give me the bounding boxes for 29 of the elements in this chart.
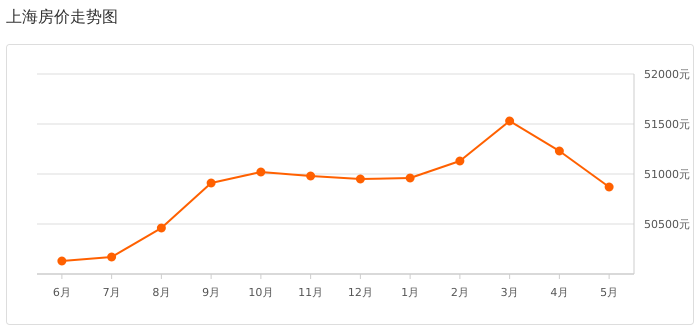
point bbox=[455, 156, 464, 166]
x-tick-label: 10月 bbox=[248, 286, 274, 299]
y-tick-label: 51000元 bbox=[644, 168, 690, 181]
x-tick-label: 7月 bbox=[102, 286, 121, 299]
x-tick-label: 9月 bbox=[202, 286, 220, 299]
point bbox=[356, 174, 365, 184]
x-tick-label: 12月 bbox=[348, 286, 373, 299]
point bbox=[206, 178, 216, 188]
point bbox=[554, 146, 564, 156]
x-tick-label: 8月 bbox=[152, 286, 170, 299]
point bbox=[57, 256, 66, 266]
x-tick-label: 4月 bbox=[550, 286, 568, 299]
point bbox=[406, 174, 415, 182]
chart-title: 上海房价走势图 bbox=[6, 7, 118, 26]
x-tick-label: 11月 bbox=[298, 286, 324, 299]
point bbox=[256, 168, 266, 176]
y-tick-label: 51500元 bbox=[644, 118, 690, 131]
x-tick-label: 3月 bbox=[500, 286, 519, 299]
x-tick-label: 5月 bbox=[600, 286, 618, 299]
x-tick-label: 2月 bbox=[450, 286, 469, 299]
x-tick-label: 6月 bbox=[52, 286, 71, 299]
point bbox=[604, 182, 614, 192]
y-tick-label: 52000元 bbox=[644, 68, 690, 81]
y-tick-label: 50500元 bbox=[644, 218, 690, 231]
point bbox=[107, 252, 116, 262]
point bbox=[156, 224, 166, 232]
x-tick-label: 1月 bbox=[401, 286, 420, 299]
point bbox=[505, 116, 514, 126]
point bbox=[306, 172, 316, 180]
